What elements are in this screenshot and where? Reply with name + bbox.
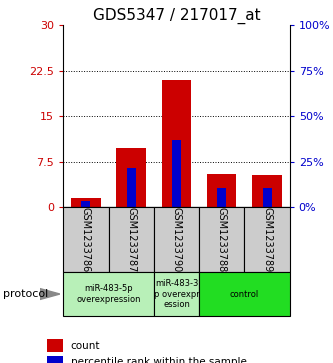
Bar (63, 207, 109, 272)
Polygon shape (40, 289, 60, 299)
Bar (117, 148, 146, 207)
Bar (47, 339, 63, 352)
Text: miR-483-3
p overexpr
ession: miR-483-3 p overexpr ession (154, 279, 199, 309)
Bar (262, 188, 272, 207)
Bar (81, 201, 91, 207)
Text: GSM1233786: GSM1233786 (81, 207, 91, 272)
Bar (217, 188, 226, 207)
Text: control: control (230, 290, 259, 298)
Bar (199, 207, 244, 272)
Bar (154, 272, 199, 316)
Text: GSM1233789: GSM1233789 (262, 207, 272, 272)
Bar (244, 207, 290, 272)
Bar (109, 207, 154, 272)
Text: miR-483-5p
overexpression: miR-483-5p overexpression (76, 284, 141, 304)
Text: protocol: protocol (3, 289, 49, 299)
Bar (154, 207, 199, 272)
Bar (172, 140, 181, 207)
Bar (71, 198, 101, 207)
Text: count: count (71, 341, 100, 351)
Text: GSM1233787: GSM1233787 (126, 207, 136, 272)
Text: percentile rank within the sample: percentile rank within the sample (71, 357, 246, 363)
Bar (162, 80, 191, 207)
Bar (47, 355, 63, 363)
Text: GSM1233788: GSM1233788 (217, 207, 227, 272)
Bar (252, 175, 282, 207)
Bar (127, 168, 136, 207)
Bar (207, 174, 236, 207)
Bar (199, 272, 290, 316)
Text: GSM1233790: GSM1233790 (171, 207, 181, 272)
Bar (63, 272, 154, 316)
Title: GDS5347 / 217017_at: GDS5347 / 217017_at (93, 8, 260, 24)
